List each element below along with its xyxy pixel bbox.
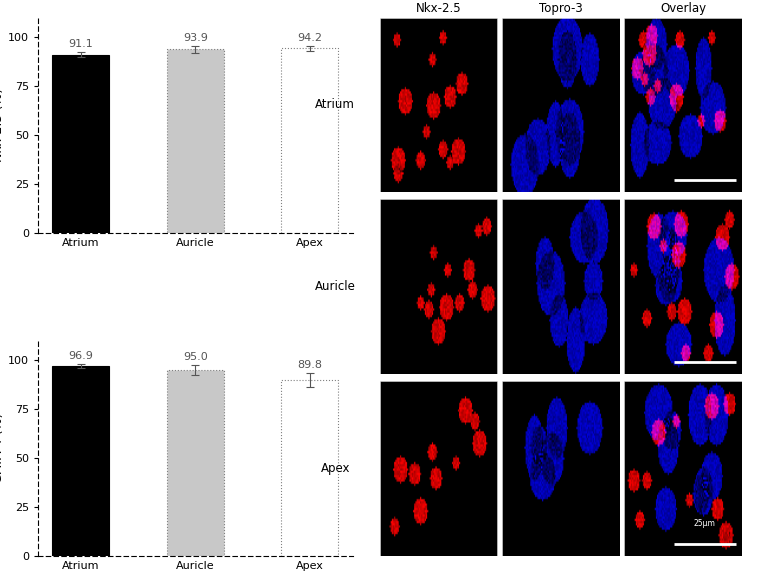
Bar — [167, 49, 224, 233]
Y-axis label: GATA-4 (%): GATA-4 (%) — [0, 413, 5, 483]
Title: Topro-3: Topro-3 — [539, 2, 583, 15]
Y-axis label: Nkx-2.5 (%): Nkx-2.5 (%) — [0, 88, 5, 162]
Y-axis label: Apex: Apex — [320, 462, 350, 475]
Title: Overlay: Overlay — [660, 2, 706, 15]
Bar — [52, 366, 110, 556]
Bar — [281, 49, 338, 233]
Title: Nkx-2.5: Nkx-2.5 — [416, 2, 461, 15]
Bar — [167, 370, 224, 556]
Text: 95.0: 95.0 — [183, 352, 207, 362]
Text: 94.2: 94.2 — [298, 33, 322, 43]
Text: 93.9: 93.9 — [183, 33, 207, 43]
Y-axis label: Auricle: Auricle — [315, 280, 356, 293]
Text: 25μm: 25μm — [694, 519, 716, 528]
Bar — [52, 54, 110, 233]
Text: 91.1: 91.1 — [68, 39, 93, 49]
Text: 89.8: 89.8 — [298, 360, 322, 370]
Text: 96.9: 96.9 — [68, 351, 93, 361]
Y-axis label: Atrium: Atrium — [316, 98, 355, 111]
Bar — [281, 380, 338, 556]
